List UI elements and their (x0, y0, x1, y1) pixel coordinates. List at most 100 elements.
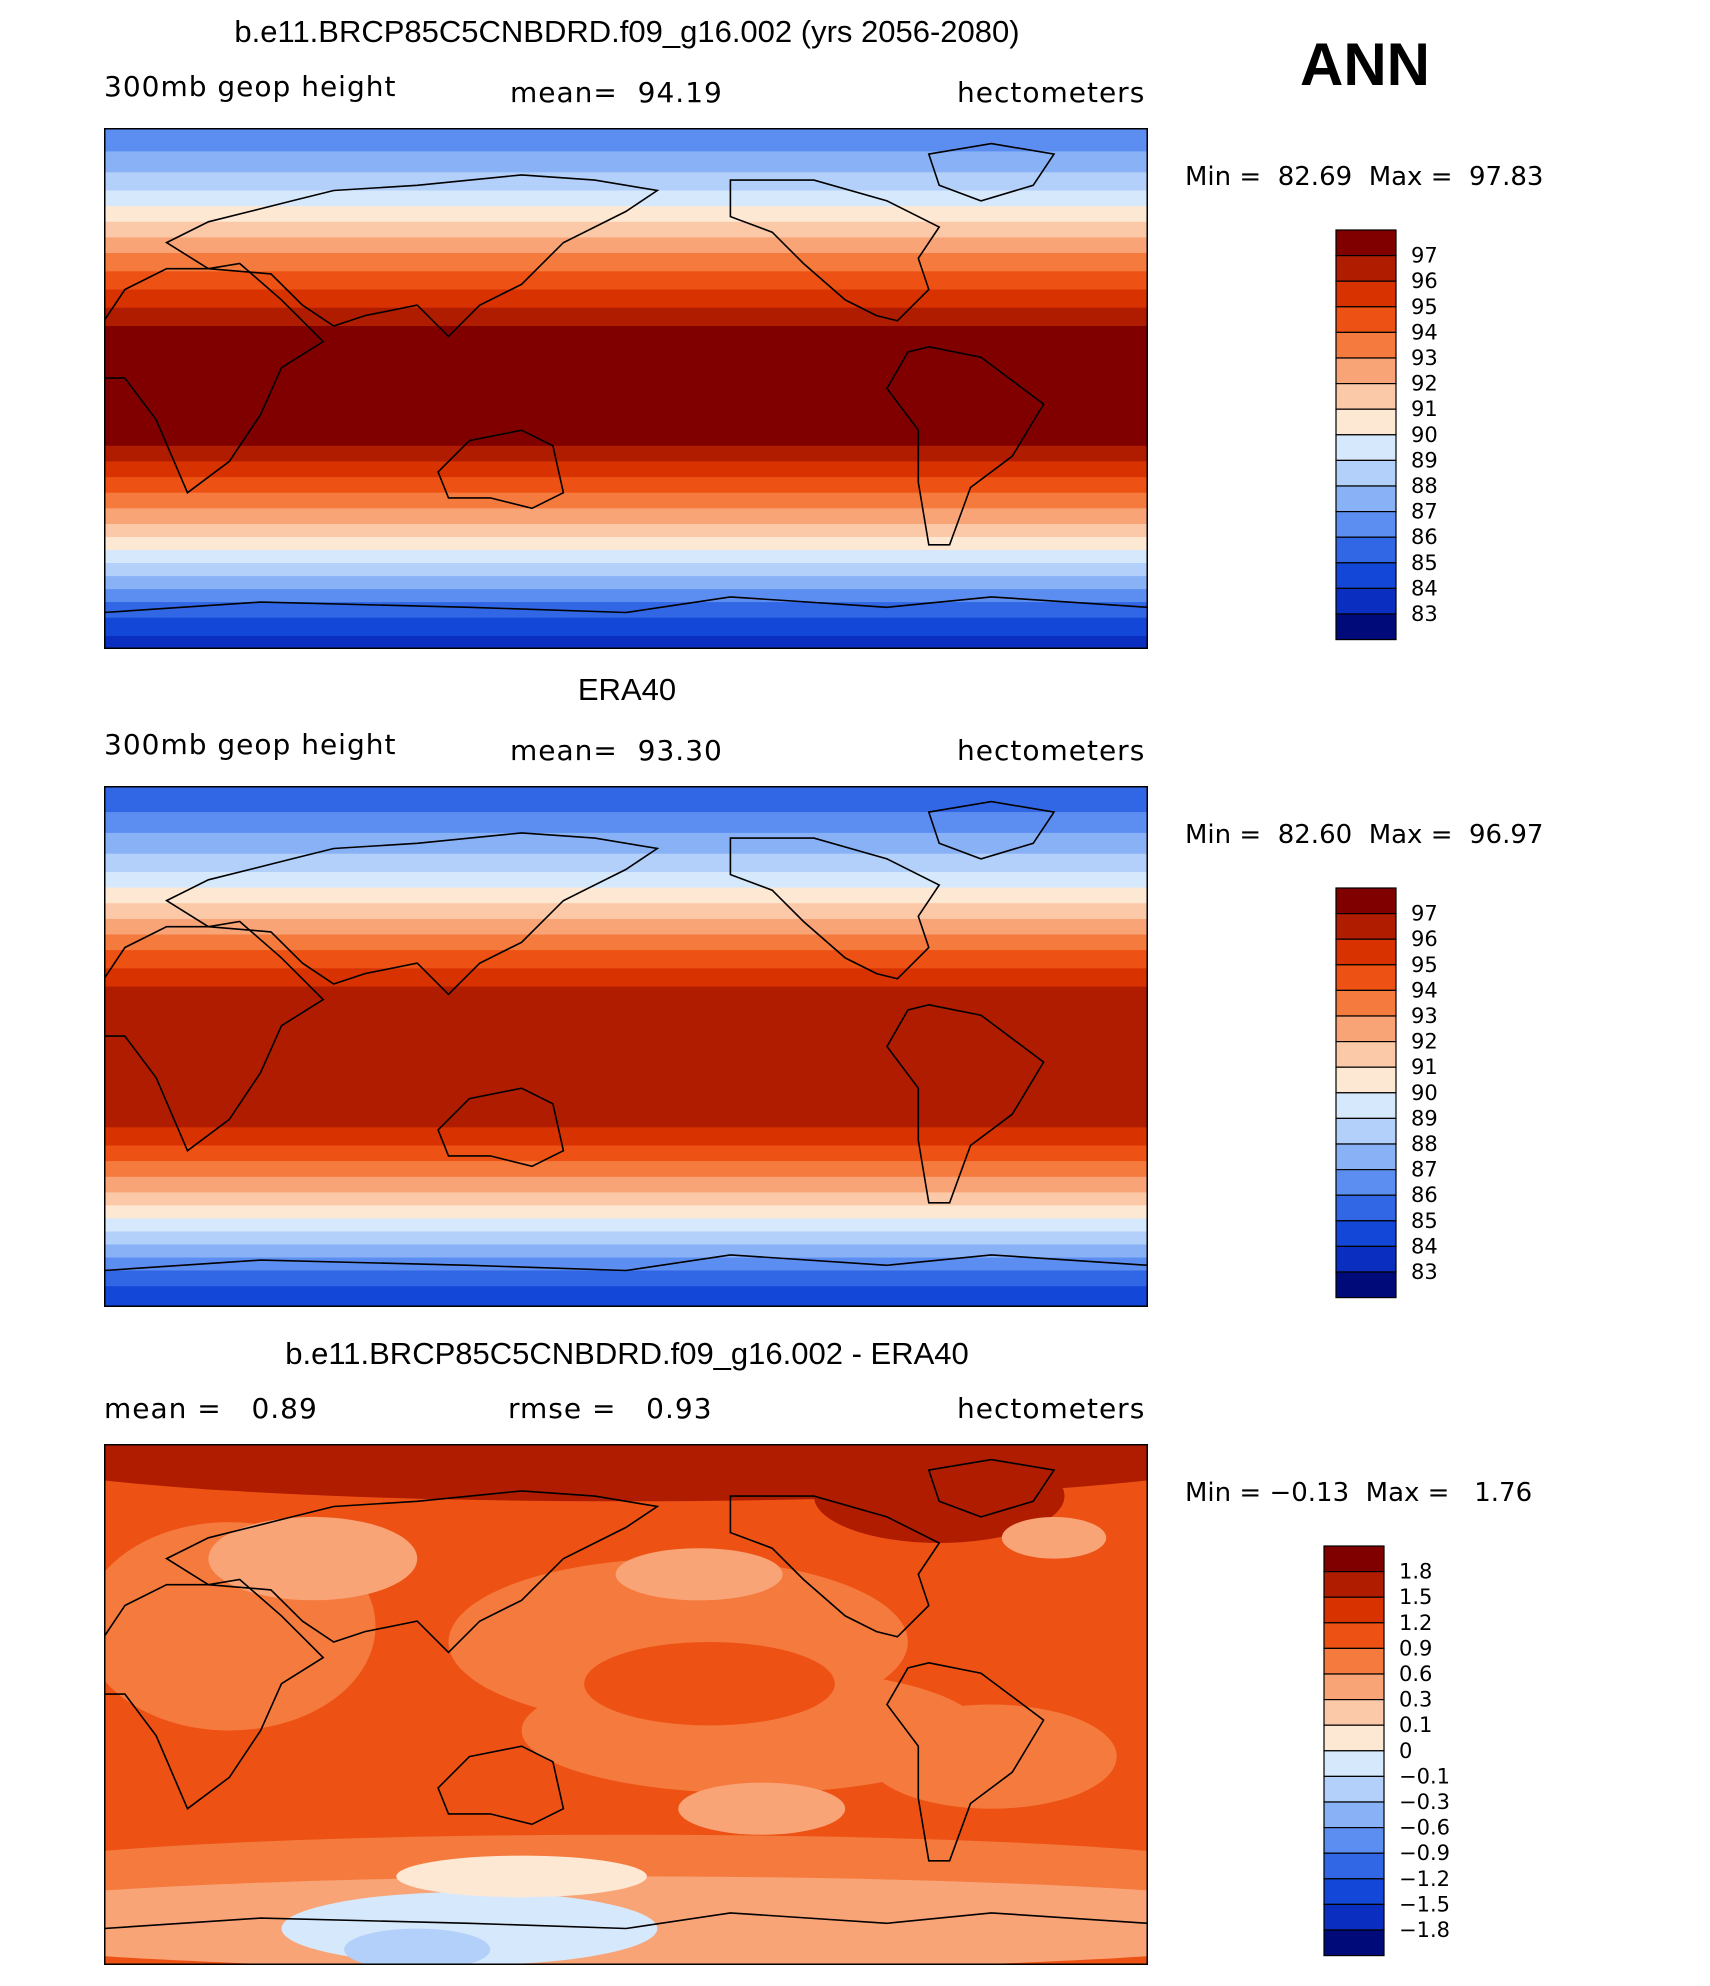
colorbar-level-label: 93 (1411, 1004, 1438, 1028)
colorbar-level-label: −0.9 (1399, 1841, 1450, 1865)
colorbar-level-label: 83 (1411, 1260, 1438, 1284)
colorbar-level-label: 90 (1411, 423, 1438, 447)
panel-2-mean-label: mean= 93.30 (510, 734, 723, 767)
colorbar-level-label: 1.5 (1399, 1585, 1432, 1609)
panel-1-map (104, 128, 1148, 649)
panel-2-colorbar: 97 96 95 94 93 92 91 90 89 88 87 86 85 84 83 (1335, 887, 1495, 1305)
colorbar-level-label: 0 (1399, 1739, 1412, 1763)
panel-3-mean-label: mean = 0.89 (104, 1392, 318, 1425)
colorbar-swatch (1335, 938, 1397, 966)
colorbar-level-label: −0.6 (1399, 1816, 1450, 1840)
colorbar-swatch (1335, 1169, 1397, 1196)
colorbar-swatch (1335, 1245, 1397, 1273)
colorbar-swatch (1323, 1622, 1385, 1650)
season-label: ANN (1300, 31, 1430, 98)
panel-3-max: Max = 1.76 (1365, 1478, 1533, 1508)
colorbar-level-label: 84 (1411, 576, 1438, 600)
colorbar-level-label: 95 (1411, 953, 1438, 977)
colorbar-swatch (1335, 511, 1397, 538)
map-canvas (104, 786, 1148, 1307)
colorbar-swatch (1323, 1775, 1385, 1803)
colorbar-swatch (1335, 562, 1397, 589)
colorbar-level-label: 0.6 (1399, 1662, 1432, 1686)
panel-1-max: Max = 97.83 (1368, 162, 1544, 192)
colorbar-level-label: 83 (1411, 602, 1438, 626)
panel-1-variable-label: 300mb geop height (104, 70, 397, 103)
colorbar-swatch (1335, 459, 1397, 487)
colorbar-level-label: 93 (1411, 346, 1438, 370)
colorbar-level-label: 86 (1411, 525, 1438, 549)
colorbar-level-label: 87 (1411, 500, 1438, 524)
colorbar-swatch (1323, 1852, 1385, 1880)
colorbar-swatch (1335, 331, 1397, 359)
colorbar-swatch (1323, 1929, 1385, 1957)
colorbar-swatch (1335, 1092, 1397, 1120)
panel-3-map (104, 1444, 1148, 1965)
colorbar-level-label: 0.3 (1399, 1688, 1432, 1712)
colorbar-swatch (1335, 1066, 1397, 1094)
panel-3-rmse-label: rmse = 0.93 (508, 1392, 713, 1425)
colorbar-swatch (1323, 1673, 1385, 1701)
colorbar-level-label: 87 (1411, 1158, 1438, 1182)
colorbar-swatch (1335, 536, 1397, 564)
panel-2-variable-label: 300mb geop height (104, 728, 397, 761)
panel-2-title: ERA40 (577, 672, 677, 707)
colorbar-swatch (1335, 357, 1397, 385)
panel-1-minmax: Min = 82.69 Max = 97.83 (1185, 162, 1543, 192)
panel-2-units-label: hectometers (957, 734, 1146, 767)
colorbar-level-label: −0.1 (1399, 1764, 1450, 1788)
panel-2-minmax: Min = 82.60 Max = 96.97 (1185, 820, 1543, 850)
colorbar-swatch (1335, 1015, 1397, 1043)
colorbar-swatch (1323, 1827, 1385, 1854)
colorbar-swatch (1335, 255, 1397, 282)
panel-3-minmax: Min = −0.13 Max = 1.76 (1185, 1478, 1532, 1508)
colorbar-level-label: 92 (1411, 1030, 1438, 1054)
colorbar-swatch (1323, 1545, 1385, 1573)
colorbar-level-label: 88 (1411, 474, 1438, 498)
colorbar-swatch (1323, 1647, 1385, 1675)
colorbar-level-label: 97 (1411, 244, 1438, 268)
colorbar-swatch (1335, 989, 1397, 1017)
colorbar-swatch (1323, 1596, 1385, 1624)
panel-2-max: Max = 96.97 (1368, 820, 1544, 850)
colorbar-swatch (1323, 1699, 1385, 1726)
colorbar-level-label: 92 (1411, 372, 1438, 396)
colorbar-swatch (1323, 1903, 1385, 1931)
colorbar-swatch (1335, 587, 1397, 615)
colorbar-swatch (1323, 1571, 1385, 1598)
colorbar-level-label: 89 (1411, 1106, 1438, 1130)
colorbar-swatch (1335, 1271, 1397, 1299)
colorbar-swatch (1335, 964, 1397, 992)
colorbar-level-label: 94 (1411, 320, 1438, 344)
colorbar-swatch (1335, 1143, 1397, 1171)
colorbar-swatch (1335, 913, 1397, 940)
colorbar-swatch (1335, 306, 1397, 334)
colorbar-swatch (1335, 1117, 1397, 1145)
colorbar-level-label: −1.5 (1399, 1892, 1450, 1916)
panel-3-units-label: hectometers (957, 1392, 1146, 1425)
colorbar-swatch (1335, 1220, 1397, 1247)
colorbar-level-label: 91 (1411, 1055, 1438, 1079)
colorbar-level-label: 0.9 (1399, 1636, 1432, 1660)
colorbar-swatch (1335, 280, 1397, 308)
panel-1-min: Min = 82.69 (1185, 162, 1353, 192)
panel-3-title: b.e11.BRCP85C5CNBDRD.f09_g16.002 - ERA40 (285, 1336, 969, 1371)
colorbar-level-label: 85 (1411, 551, 1438, 575)
colorbar-swatch (1335, 434, 1397, 462)
colorbar-level-label: 96 (1411, 269, 1438, 293)
map-canvas (104, 128, 1148, 649)
colorbar-swatch (1335, 1194, 1397, 1222)
colorbar-level-label: 85 (1411, 1209, 1438, 1233)
colorbar-level-label: 97 (1411, 902, 1438, 926)
panel-2-min: Min = 82.60 (1185, 820, 1353, 850)
colorbar-level-label: 91 (1411, 397, 1438, 421)
map-canvas (104, 1444, 1148, 1965)
panel-2-map (104, 786, 1148, 1307)
colorbar-level-label: −0.3 (1399, 1790, 1450, 1814)
colorbar-swatch (1323, 1801, 1385, 1829)
colorbar-swatch (1335, 408, 1397, 436)
colorbar-level-label: 90 (1411, 1081, 1438, 1105)
colorbar-swatches: 1.81.51.20.90.60.30.10−0.1−0.3−0.6−0.9−1… (1323, 1545, 1450, 1957)
colorbar-level-label: 95 (1411, 295, 1438, 319)
